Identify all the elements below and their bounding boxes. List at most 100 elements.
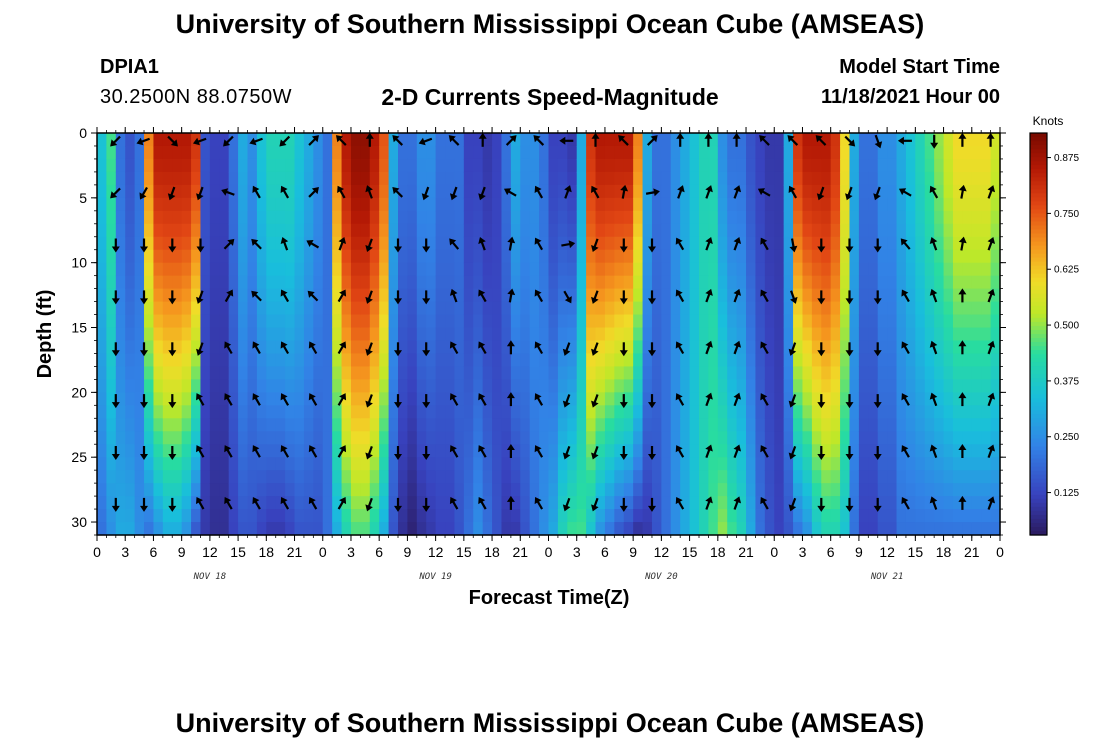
heatmap-cell (802, 223, 813, 238)
heatmap-cell (360, 509, 371, 523)
heatmap-cell (774, 496, 785, 510)
heatmap-cell (905, 418, 916, 432)
heatmap-cell (97, 483, 108, 497)
heatmap-cell (256, 366, 267, 380)
arrow-head (449, 288, 458, 296)
heatmap-cell (915, 470, 926, 484)
heatmap-cell (934, 327, 945, 342)
heatmap-cell (623, 366, 634, 380)
heatmap-cell (191, 171, 202, 186)
arrow-head (987, 288, 996, 296)
heatmap-cell (285, 522, 296, 536)
heatmap-cell (294, 444, 305, 458)
heatmap-cell (172, 483, 183, 497)
heatmap-cell (755, 327, 766, 342)
heatmap-cell (501, 288, 512, 303)
heatmap-cell (774, 288, 785, 303)
heatmap-cell (586, 496, 597, 510)
heatmap-cell (153, 405, 164, 419)
current-vector-arrow (958, 132, 967, 147)
heatmap-cell (952, 392, 963, 406)
heatmap-cell (915, 145, 926, 160)
heatmap-cell (633, 171, 644, 186)
heatmap-cell (755, 470, 766, 484)
heatmap-cell (604, 392, 615, 406)
heatmap-cell (689, 314, 700, 329)
heatmap-cell (943, 496, 954, 510)
current-vector-arrow (646, 135, 658, 146)
heatmap-cell (303, 275, 314, 290)
heatmap-cell (708, 366, 719, 380)
heatmap-cell (125, 145, 136, 160)
arrow-head (873, 505, 882, 512)
heatmap-cell (943, 431, 954, 445)
heatmap-cell (322, 444, 333, 458)
heatmap-cell (191, 353, 202, 368)
colorbar-segment (1030, 502, 1047, 508)
heatmap-cell (990, 353, 1001, 368)
heatmap-cell (266, 444, 277, 458)
heatmap-cell (811, 314, 822, 329)
colorbar-segment (1030, 181, 1047, 186)
heatmap-cell (746, 496, 757, 510)
heatmap-cell (699, 301, 710, 316)
current-vector-arrow (733, 185, 742, 199)
arrow-head (280, 185, 288, 193)
heatmap-cell (285, 366, 296, 380)
heatmap-cell (783, 145, 794, 160)
heatmap-cell (576, 444, 587, 458)
heatmap-cell (463, 275, 474, 290)
heatmap-cell (445, 327, 456, 342)
heatmap-cell (115, 431, 126, 445)
current-vector-arrow (394, 238, 402, 253)
heatmap-cell (285, 236, 296, 251)
heatmap-cell (670, 210, 681, 225)
heatmap-cell (680, 457, 691, 471)
heatmap-cell (548, 444, 559, 458)
heatmap-cell (266, 405, 277, 419)
current-vector-arrow (705, 236, 713, 251)
heatmap-cell (990, 145, 1001, 160)
heatmap-cell (604, 470, 615, 484)
heatmap-cell (699, 327, 710, 342)
heatmap-cell (830, 379, 841, 393)
heatmap-cell (350, 366, 361, 380)
heatmap-cell (680, 418, 691, 432)
heatmap-cell (275, 133, 286, 147)
heatmap-cell (398, 327, 409, 342)
heatmap-cell (350, 392, 361, 406)
colorbar-segment (1030, 450, 1047, 456)
heatmap-cell (802, 353, 813, 368)
heatmap-cell (567, 262, 578, 277)
heatmap-cell (557, 353, 568, 368)
arrow-head (817, 454, 826, 460)
heatmap-cell (661, 210, 672, 225)
current-vector-arrow (591, 238, 599, 253)
heatmap-cell (379, 509, 390, 523)
heatmap-cell (473, 249, 484, 264)
heatmap-cell (106, 470, 117, 484)
heatmap-cell (303, 158, 314, 173)
heatmap-cell (294, 275, 305, 290)
heatmap-cell (595, 288, 606, 303)
colorbar-segment (1030, 285, 1047, 291)
heatmap-cell (680, 275, 691, 290)
heatmap-cell (501, 418, 512, 432)
heatmap-cell (350, 314, 361, 329)
current-vector-arrow (252, 341, 261, 355)
arrow-head (562, 504, 571, 512)
heatmap-cell (200, 314, 211, 329)
heatmap-cell (614, 210, 625, 225)
heatmap-cell (350, 470, 361, 484)
arrow-head (788, 348, 797, 356)
heatmap-cell (557, 249, 568, 264)
heatmap-cell (830, 197, 841, 212)
arrow-head (534, 496, 542, 505)
heatmap-cell (492, 184, 503, 199)
footer-title: University of Southern Mississippi Ocean… (175, 708, 925, 738)
heatmap-cell (699, 483, 710, 497)
heatmap-cell (529, 392, 540, 406)
heatmap-cell (388, 431, 399, 445)
heatmap-cell (191, 236, 202, 251)
heatmap-cell (915, 509, 926, 523)
